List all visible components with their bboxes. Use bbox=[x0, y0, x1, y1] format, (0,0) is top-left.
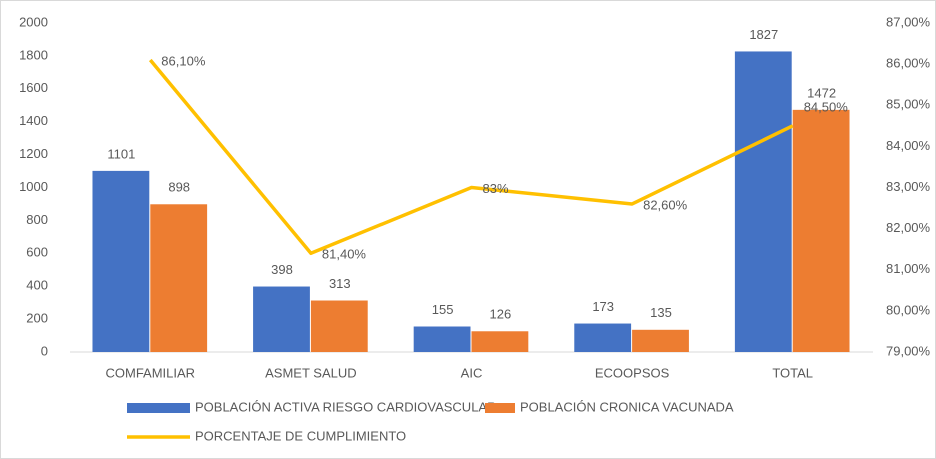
y2-tick-label: 79,00% bbox=[886, 343, 931, 358]
line-value-label: 83% bbox=[483, 181, 509, 196]
legend-label: PORCENTAJE DE CUMPLIMIENTO bbox=[195, 428, 406, 443]
y-tick-label: 600 bbox=[26, 245, 48, 260]
x-tick-label: ECOOPSOS bbox=[595, 365, 670, 380]
y2-tick-label: 83,00% bbox=[886, 179, 931, 194]
line-value-label: 86,10% bbox=[161, 53, 206, 68]
y2-tick-label: 85,00% bbox=[886, 97, 931, 112]
legend-swatch bbox=[485, 403, 515, 413]
legend-label: POBLACIÓN ACTIVA RIESGO CARDIOVASCULAR bbox=[195, 399, 496, 414]
line-value-label: 81,40% bbox=[322, 247, 367, 262]
bar bbox=[734, 51, 792, 353]
bar-value-label: 155 bbox=[432, 302, 454, 317]
y-tick-label: 1400 bbox=[19, 113, 48, 128]
line-value-label: 82,60% bbox=[643, 197, 688, 212]
bar bbox=[792, 109, 850, 352]
x-tick-label: COMFAMILIAR bbox=[106, 365, 196, 380]
y-tick-label: 200 bbox=[26, 311, 48, 326]
y-tick-label: 1600 bbox=[19, 80, 48, 95]
y-tick-label: 1000 bbox=[19, 179, 48, 194]
y-tick-label: 800 bbox=[26, 212, 48, 227]
y2-tick-label: 81,00% bbox=[886, 261, 931, 276]
y2-tick-label: 86,00% bbox=[886, 56, 931, 71]
bar bbox=[310, 300, 368, 352]
bar bbox=[150, 204, 208, 352]
bar-value-label: 135 bbox=[650, 305, 672, 320]
bar-value-label: 313 bbox=[329, 276, 351, 291]
y-tick-label: 400 bbox=[26, 278, 48, 293]
y-tick-label: 2000 bbox=[19, 14, 48, 29]
bar-value-label: 1472 bbox=[807, 85, 836, 100]
y2-tick-label: 87,00% bbox=[886, 14, 931, 29]
bar bbox=[574, 323, 632, 352]
y2-tick-label: 80,00% bbox=[886, 302, 931, 317]
bar-value-label: 398 bbox=[271, 262, 293, 277]
x-tick-label: TOTAL bbox=[772, 365, 813, 380]
line bbox=[148, 58, 794, 256]
bar bbox=[632, 329, 689, 352]
bar bbox=[92, 170, 150, 352]
y-tick-label: 0 bbox=[41, 343, 48, 358]
bar-value-label: 898 bbox=[168, 180, 190, 195]
bar bbox=[413, 326, 471, 352]
x-tick-label: AIC bbox=[461, 365, 483, 380]
bar-value-label: 1827 bbox=[749, 27, 778, 42]
y2-tick-label: 82,00% bbox=[886, 220, 931, 235]
y2-tick-label: 84,00% bbox=[886, 138, 931, 153]
legend-swatch bbox=[127, 403, 190, 413]
bar bbox=[471, 331, 529, 352]
x-tick-label: ASMET SALUD bbox=[265, 365, 357, 380]
bar-value-label: 126 bbox=[490, 307, 512, 322]
bar-value-label: 173 bbox=[592, 299, 614, 314]
line-value-label: 84,50% bbox=[804, 99, 849, 114]
bar bbox=[253, 286, 310, 352]
y-tick-label: 1800 bbox=[19, 47, 48, 62]
y-tick-label: 1200 bbox=[19, 146, 48, 161]
legend-label: POBLACIÓN CRONICA VACUNADA bbox=[520, 399, 734, 414]
bar-value-label: 1101 bbox=[107, 146, 135, 161]
